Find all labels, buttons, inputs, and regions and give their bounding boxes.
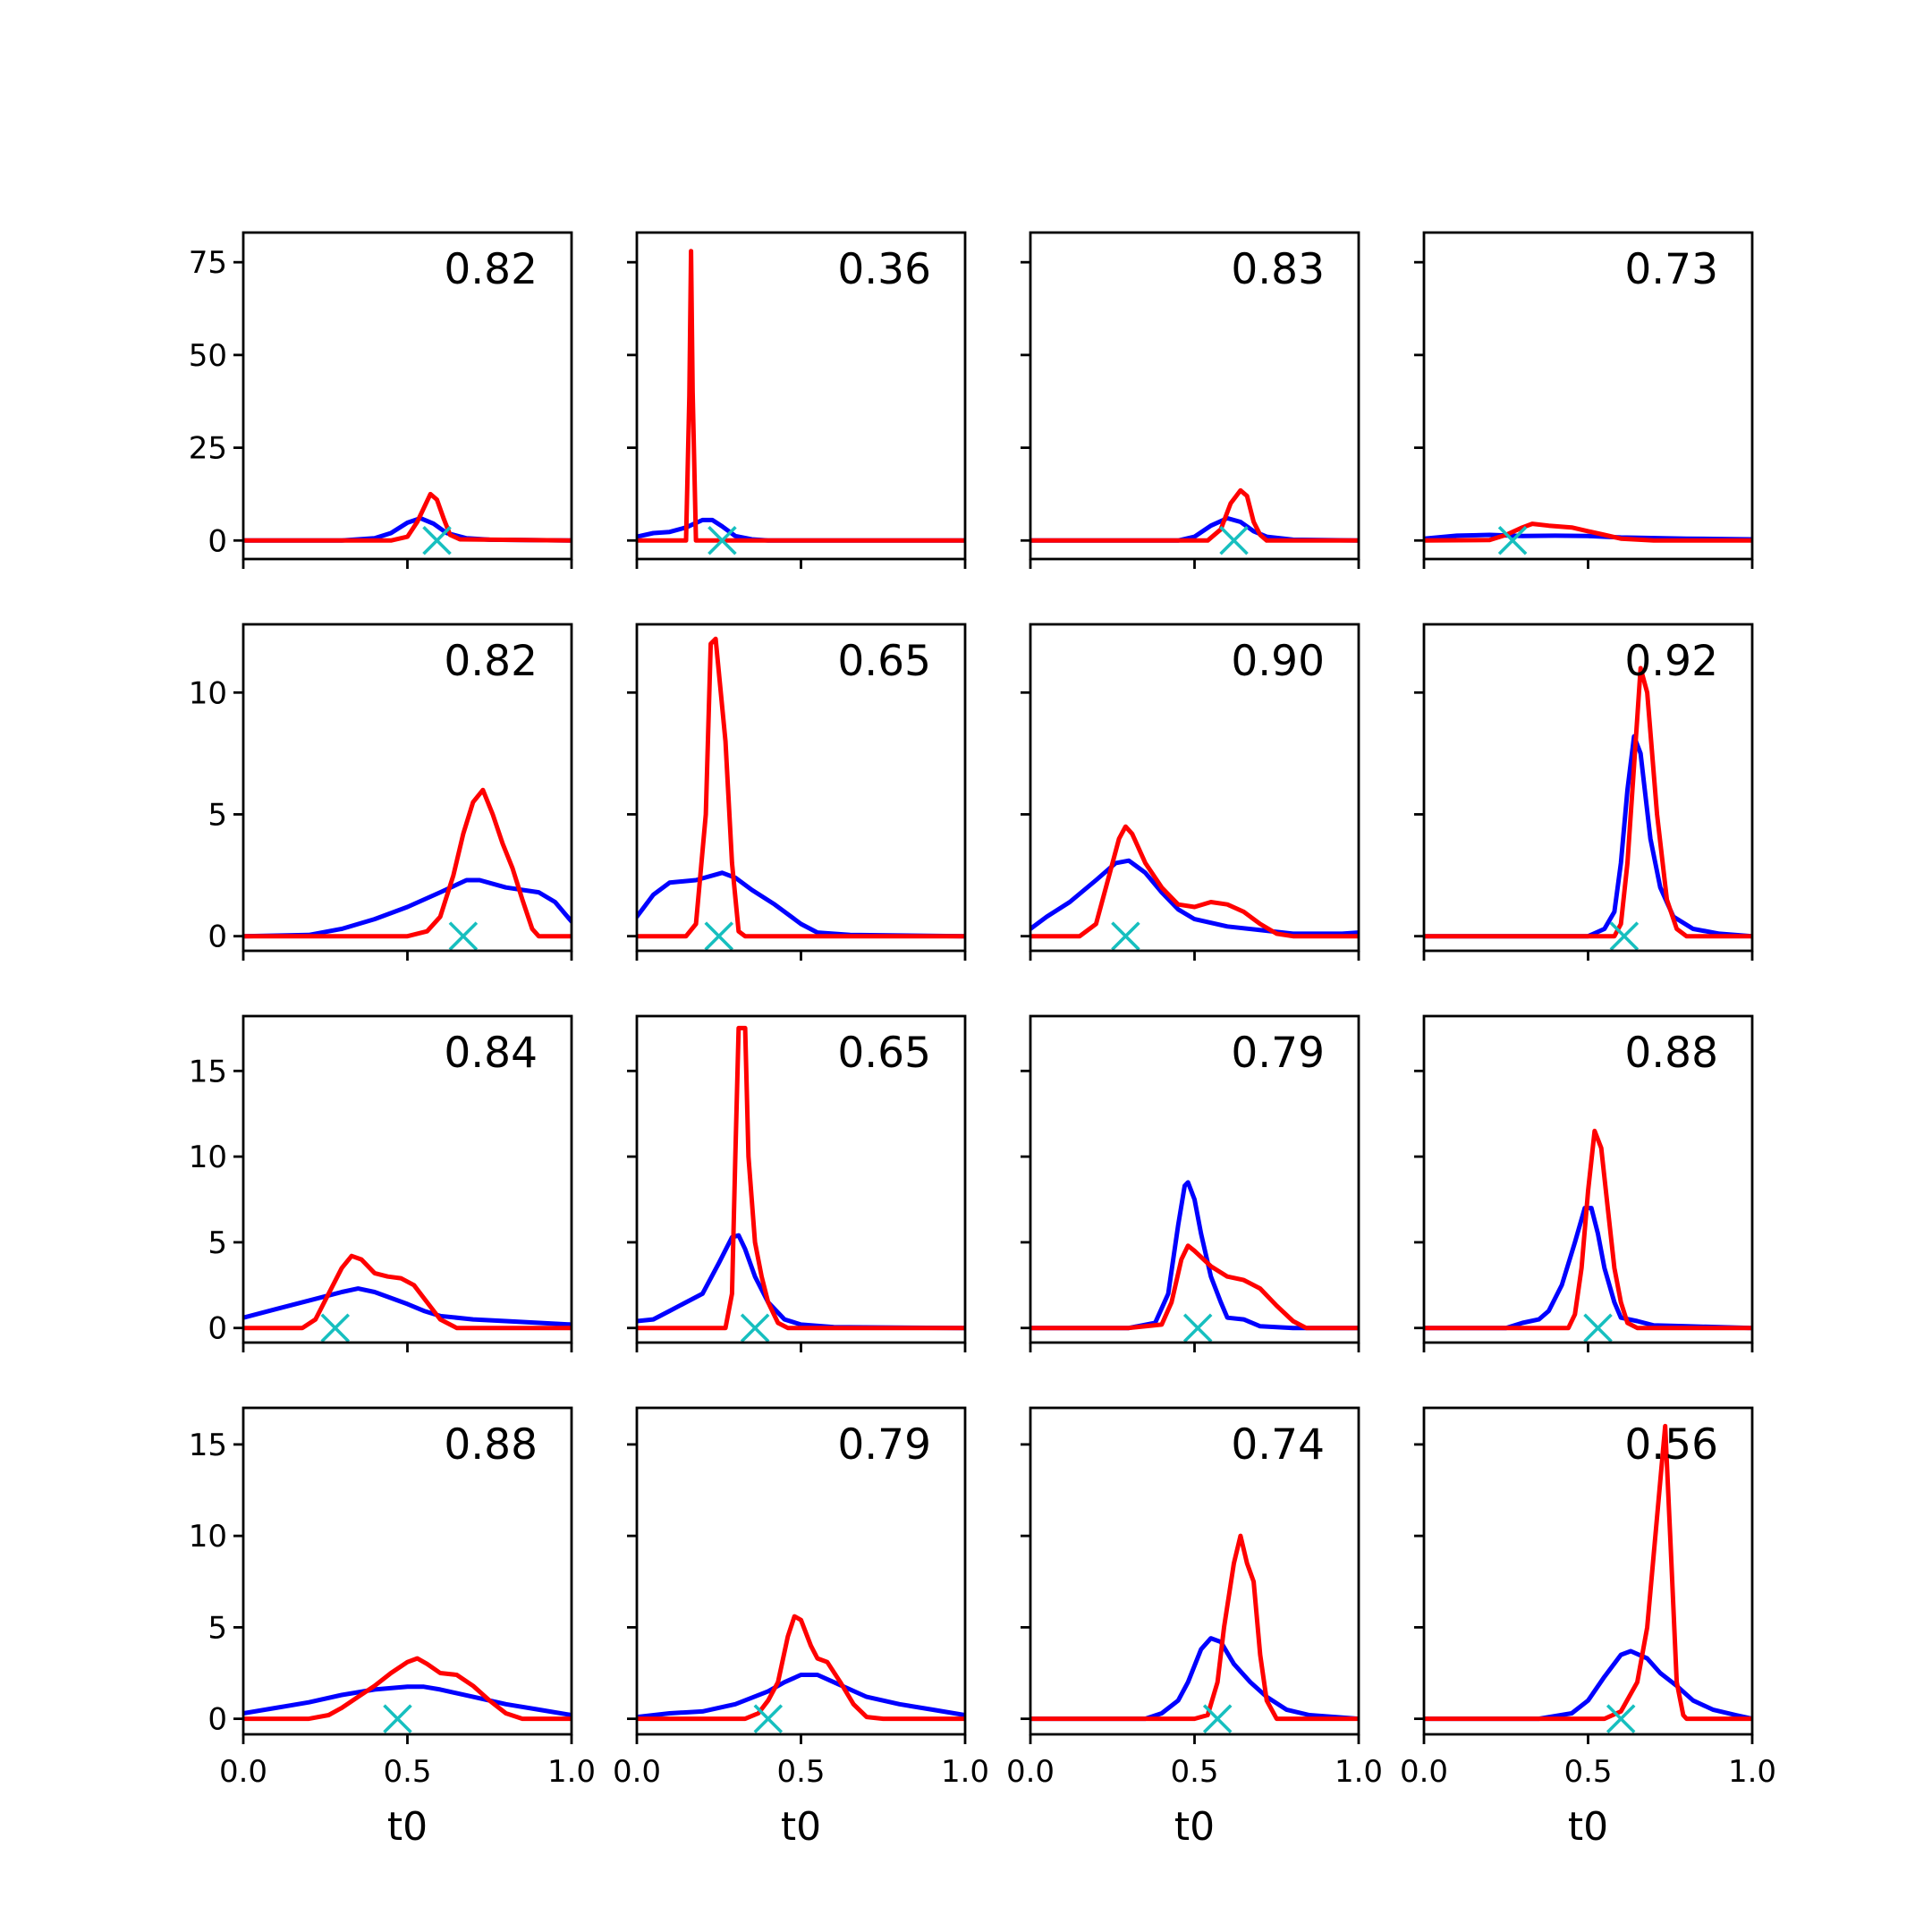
blue-series-line-panel-7 bbox=[1030, 858, 1359, 936]
red-series-line-panel-15 bbox=[1030, 1533, 1359, 1722]
panel-value-label-14: 0.79 bbox=[837, 1420, 931, 1470]
x-tick-label: 0.5 bbox=[1170, 1754, 1218, 1790]
panel-value-label-2: 0.36 bbox=[837, 245, 931, 294]
y-tick-label: 5 bbox=[208, 797, 227, 833]
red-series-line-panel-10 bbox=[637, 1025, 965, 1331]
x-marker-panel-8 bbox=[1609, 921, 1640, 951]
red-series-line-panel-2 bbox=[637, 249, 965, 543]
red-series-line-panel-16 bbox=[1424, 1423, 1752, 1722]
panel-value-label-10: 0.65 bbox=[837, 1029, 931, 1078]
x-tick-label: 0.0 bbox=[219, 1754, 267, 1790]
x-tick-label: 0.0 bbox=[1006, 1754, 1055, 1790]
x-tick-label: 0.0 bbox=[613, 1754, 661, 1790]
panel-value-label-15: 0.74 bbox=[1231, 1420, 1325, 1470]
y-tick-label: 0 bbox=[208, 919, 227, 955]
red-series-line-panel-7 bbox=[1030, 824, 1359, 939]
x-marker-panel-4 bbox=[1497, 525, 1528, 555]
x-marker-panel-1 bbox=[422, 525, 452, 555]
panel-value-label-13: 0.88 bbox=[444, 1420, 538, 1470]
y-tick-label: 10 bbox=[189, 1140, 227, 1175]
y-tick-label: 10 bbox=[189, 675, 227, 711]
x-tick-label: 0.0 bbox=[1400, 1754, 1448, 1790]
panel-value-label-4: 0.73 bbox=[1624, 245, 1718, 294]
y-tick-label: 0 bbox=[208, 1702, 227, 1738]
panel-value-label-7: 0.90 bbox=[1231, 637, 1325, 686]
x-marker-panel-9 bbox=[320, 1313, 351, 1343]
x-tick-label: 0.5 bbox=[776, 1754, 825, 1790]
red-series-line-panel-9 bbox=[243, 1253, 572, 1331]
panel-value-label-12: 0.88 bbox=[1624, 1029, 1718, 1078]
x-marker-panel-15 bbox=[1202, 1704, 1233, 1733]
x-axis-label: t0 bbox=[1568, 1804, 1608, 1850]
y-tick-label: 50 bbox=[189, 338, 227, 374]
panel-value-label-5: 0.82 bbox=[444, 637, 538, 686]
x-tick-label: 0.5 bbox=[383, 1754, 431, 1790]
blue-series-line-panel-9 bbox=[243, 1286, 572, 1327]
red-series-line-panel-11 bbox=[1030, 1243, 1359, 1331]
y-tick-label: 10 bbox=[189, 1519, 227, 1555]
y-tick-label: 5 bbox=[208, 1610, 227, 1646]
x-marker-panel-7 bbox=[1111, 921, 1140, 951]
x-tick-label: 1.0 bbox=[1335, 1754, 1383, 1790]
y-tick-label: 0 bbox=[208, 523, 227, 559]
red-series-line-panel-12 bbox=[1424, 1128, 1752, 1331]
y-tick-label: 15 bbox=[189, 1428, 227, 1463]
red-series-line-panel-14 bbox=[637, 1614, 965, 1722]
panel-value-label-3: 0.83 bbox=[1231, 245, 1325, 294]
blue-series-line-panel-10 bbox=[637, 1233, 965, 1331]
x-marker-panel-6 bbox=[704, 921, 734, 951]
x-axis-label: t0 bbox=[387, 1804, 428, 1850]
x-marker-panel-12 bbox=[1583, 1313, 1613, 1343]
x-marker-panel-11 bbox=[1182, 1313, 1213, 1343]
x-marker-panel-13 bbox=[383, 1704, 412, 1733]
red-series-line-panel-6 bbox=[637, 636, 965, 939]
x-tick-label: 1.0 bbox=[1728, 1754, 1776, 1790]
y-tick-label: 75 bbox=[189, 245, 227, 281]
red-series-line-panel-5 bbox=[243, 787, 572, 939]
panel-value-label-16: 0.56 bbox=[1624, 1420, 1718, 1470]
blue-series-line-panel-16 bbox=[1424, 1648, 1752, 1722]
red-series-line-panel-4 bbox=[1424, 521, 1752, 543]
y-tick-label: 15 bbox=[189, 1054, 227, 1089]
panel-value-label-1: 0.82 bbox=[444, 245, 538, 294]
x-axis-label: t0 bbox=[1174, 1804, 1215, 1850]
blue-series-line-panel-11 bbox=[1030, 1180, 1359, 1331]
x-axis-label: t0 bbox=[781, 1804, 821, 1850]
x-tick-label: 1.0 bbox=[547, 1754, 596, 1790]
panel-value-label-11: 0.79 bbox=[1231, 1029, 1325, 1078]
blue-series-line-panel-4 bbox=[1424, 532, 1752, 542]
blue-series-line-panel-8 bbox=[1424, 733, 1752, 939]
panel-value-label-6: 0.65 bbox=[837, 637, 931, 686]
y-tick-label: 5 bbox=[208, 1225, 227, 1261]
x-marker-panel-3 bbox=[1219, 525, 1249, 555]
x-marker-panel-10 bbox=[740, 1313, 770, 1343]
blue-series-line-panel-6 bbox=[637, 870, 965, 939]
blue-series-line-panel-14 bbox=[637, 1673, 965, 1720]
panel-value-label-9: 0.84 bbox=[444, 1029, 538, 1078]
x-marker-panel-5 bbox=[448, 921, 479, 951]
y-tick-label: 25 bbox=[189, 431, 227, 467]
blue-series-line-panel-12 bbox=[1424, 1206, 1752, 1331]
red-series-line-panel-1 bbox=[243, 491, 572, 543]
red-series-line-panel-3 bbox=[1030, 487, 1359, 543]
x-marker-panel-14 bbox=[753, 1704, 784, 1733]
y-tick-label: 0 bbox=[208, 1311, 227, 1347]
blue-series-line-panel-3 bbox=[1030, 515, 1359, 543]
x-tick-label: 0.5 bbox=[1563, 1754, 1612, 1790]
x-marker-panel-2 bbox=[708, 525, 737, 555]
panel-value-label-8: 0.92 bbox=[1624, 637, 1718, 686]
blue-series-line-panel-13 bbox=[243, 1684, 572, 1717]
x-marker-panel-16 bbox=[1606, 1704, 1636, 1733]
blue-series-line-panel-5 bbox=[243, 877, 572, 939]
x-tick-label: 1.0 bbox=[941, 1754, 989, 1790]
red-series-line-panel-13 bbox=[243, 1656, 572, 1722]
blue-series-line-panel-15 bbox=[1030, 1636, 1359, 1722]
red-series-line-panel-8 bbox=[1424, 665, 1752, 939]
